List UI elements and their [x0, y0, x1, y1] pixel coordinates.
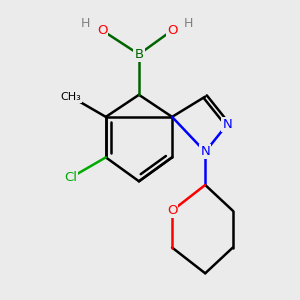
Text: O: O — [167, 24, 177, 37]
Text: N: N — [222, 118, 232, 131]
Text: N: N — [200, 145, 210, 158]
Text: B: B — [134, 48, 143, 61]
Text: Cl: Cl — [64, 171, 77, 184]
Text: H: H — [81, 16, 90, 29]
Text: H: H — [184, 16, 193, 29]
Text: O: O — [97, 24, 107, 37]
Text: O: O — [167, 204, 177, 217]
Text: CH₃: CH₃ — [61, 92, 81, 102]
